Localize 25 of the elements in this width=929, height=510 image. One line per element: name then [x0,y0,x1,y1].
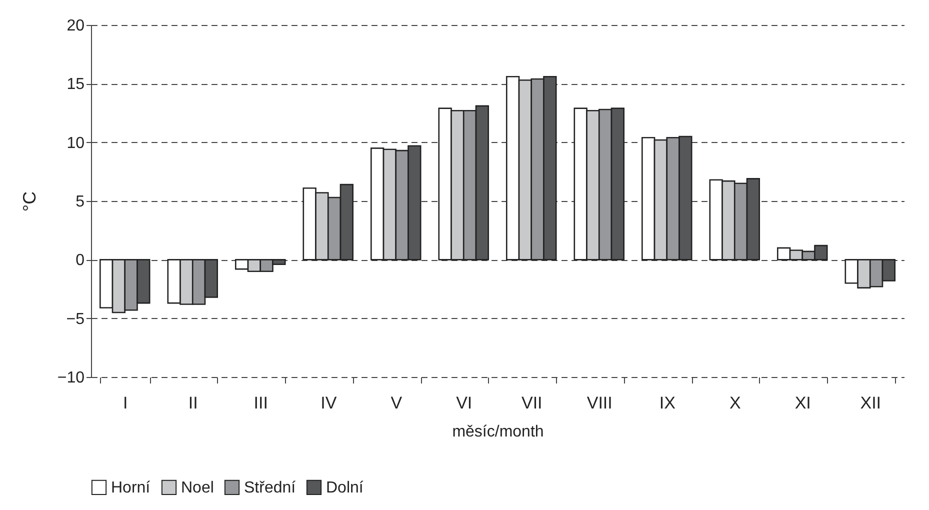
x-tick-label: II [188,394,198,412]
x-tick-label: III [254,394,268,412]
y-axis-title: °C [19,191,40,212]
x-tick-label: VII [521,394,542,412]
legend-label: Střední [244,479,296,496]
y-tick-label: −10 [57,370,85,386]
x-tick-label: X [729,394,741,412]
x-tick-label: XI [794,394,811,412]
y-tick-label: 15 [66,76,85,94]
x-tick-label: V [390,394,403,412]
x-tick-label: VIII [586,394,612,412]
y-tick-label: 10 [66,134,85,152]
legend-label: Horní [111,479,151,496]
y-tick-label: 20 [66,18,85,34]
x-tick-label: I [123,394,128,412]
y-tick-label: 0 [76,252,85,270]
legend-label: Dolní [326,479,364,496]
y-tick-label: 5 [76,194,85,210]
x-tick-label: XII [860,394,882,412]
x-axis-title: měsíc/month [452,424,544,440]
legend-label: Noel [181,479,214,496]
x-tick-label: IX [659,394,676,412]
x-tick-label: VI [456,394,472,412]
x-tick-label: IV [320,394,338,412]
y-tick-label: −5 [66,310,85,328]
